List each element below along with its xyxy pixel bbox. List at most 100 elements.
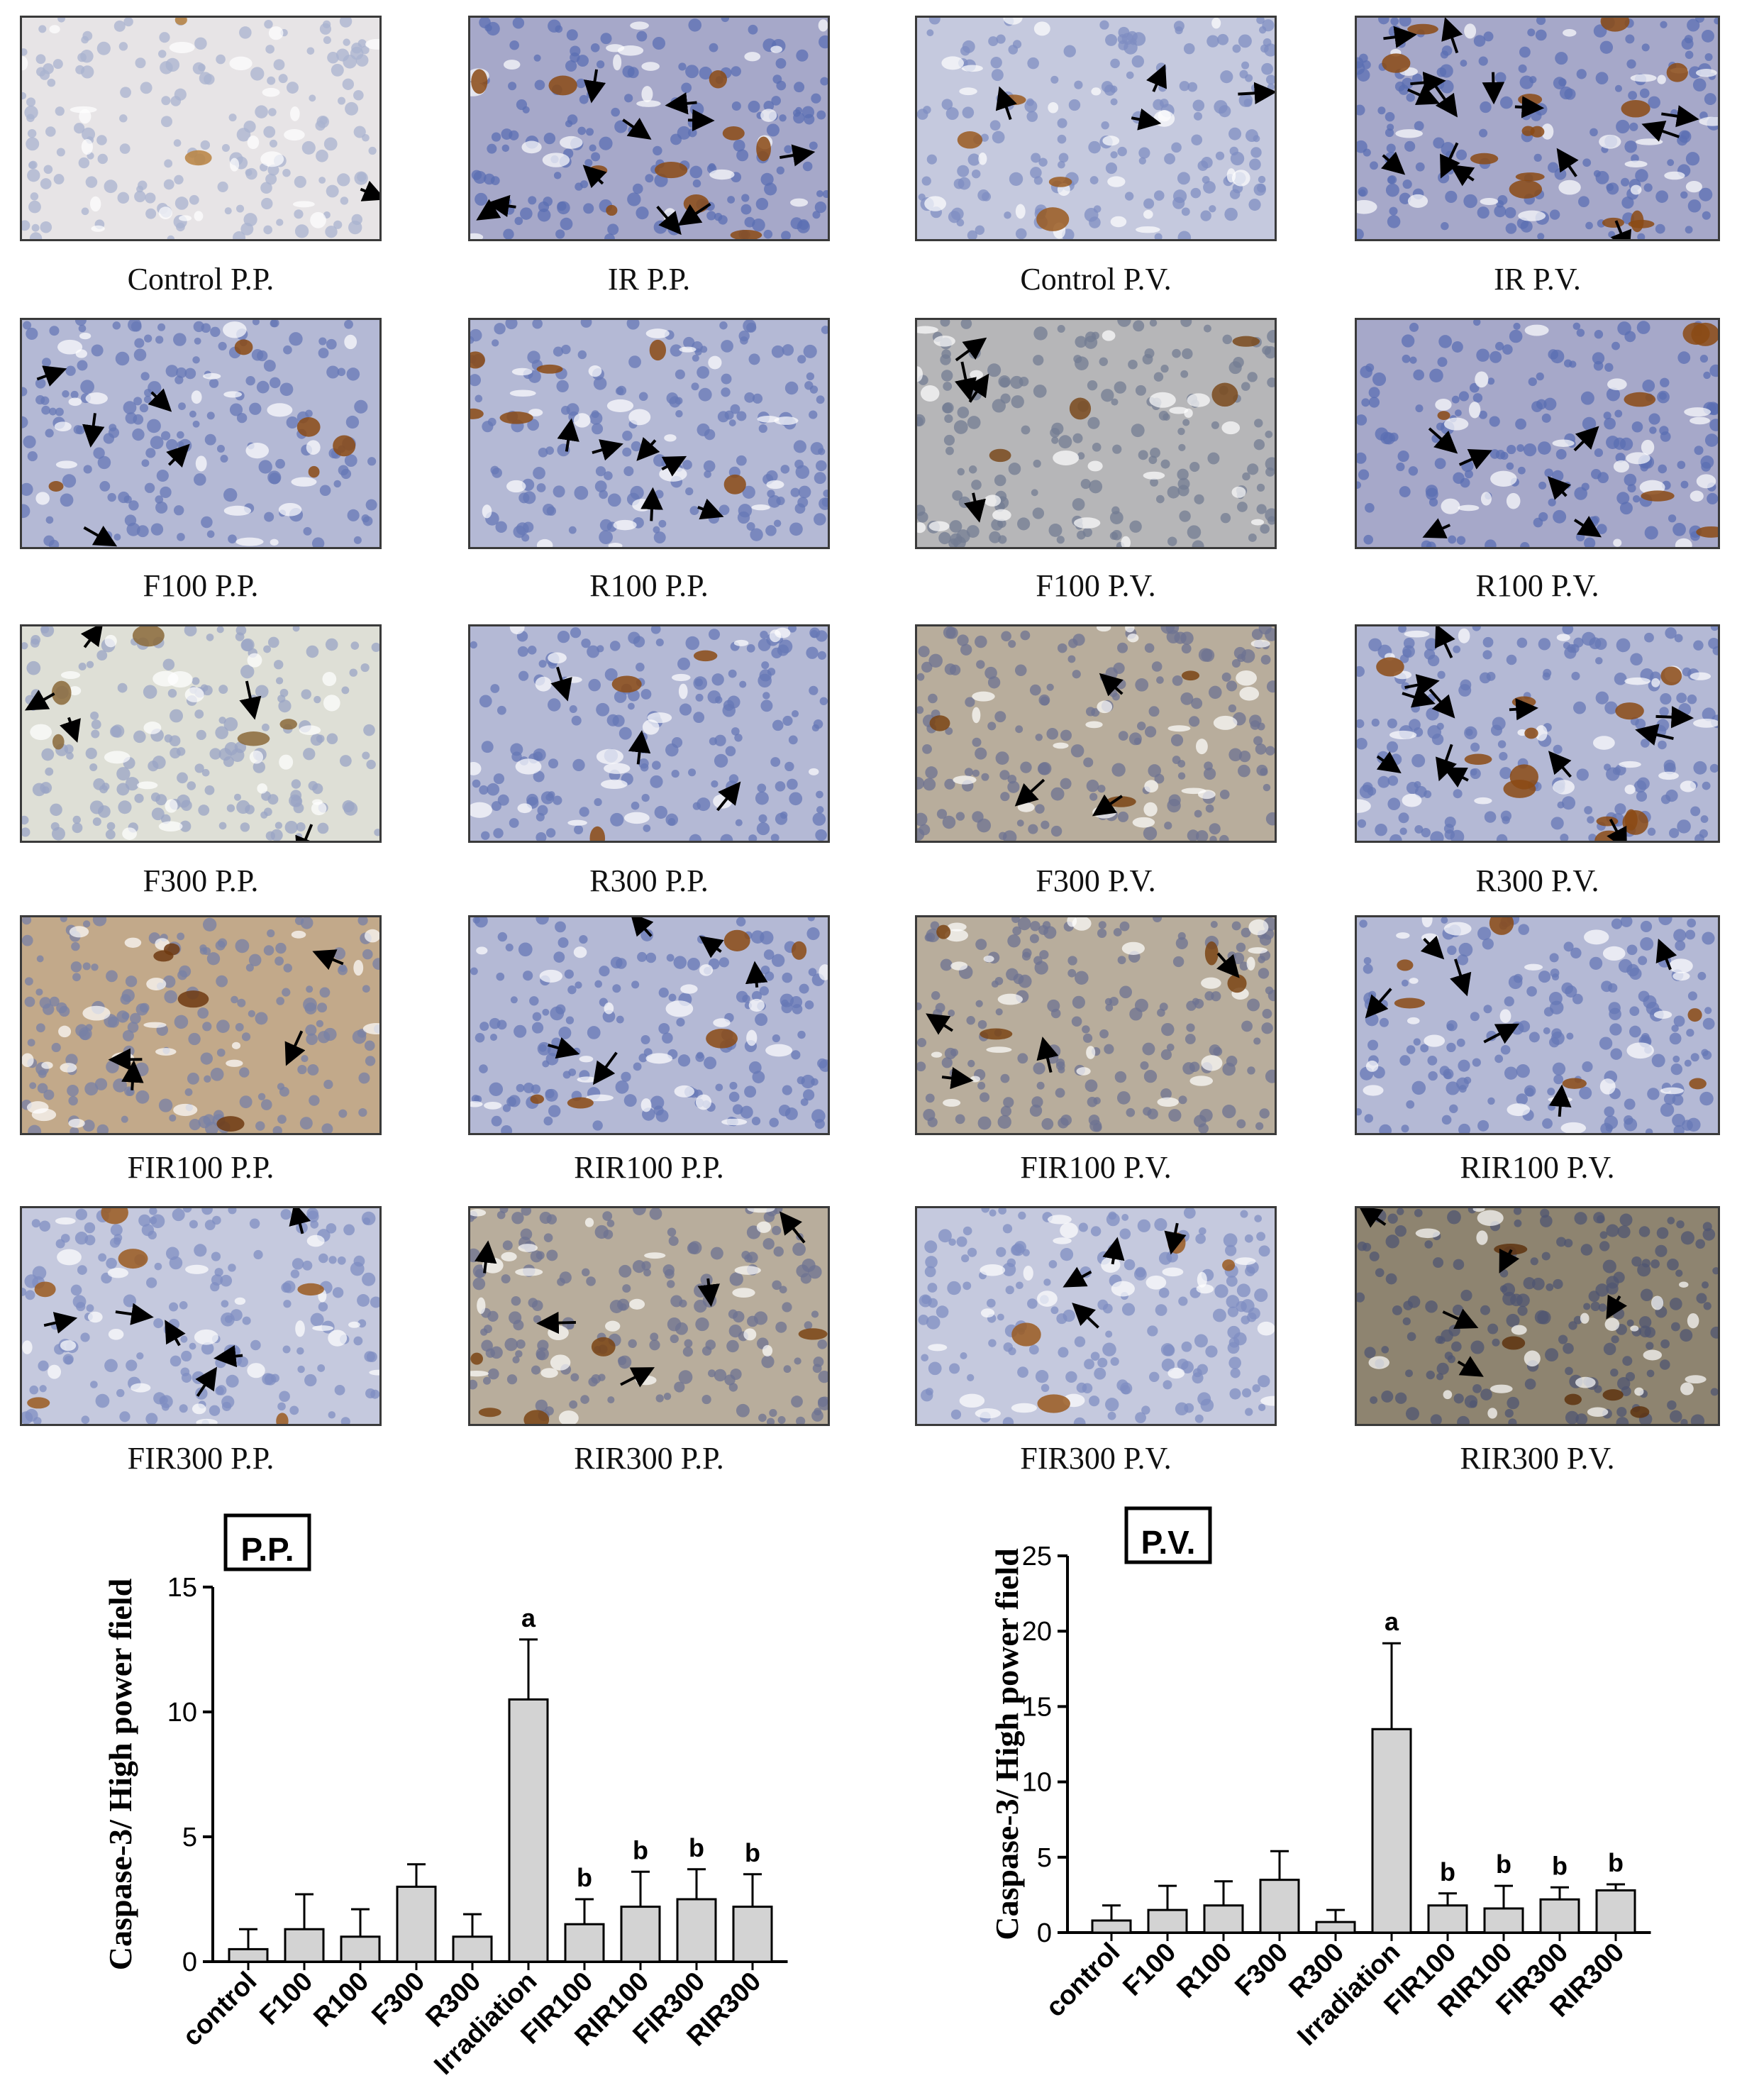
stain-arrow <box>630 917 654 937</box>
micrograph-panel <box>468 16 830 241</box>
significance-label: b <box>1496 1850 1511 1879</box>
stain-arrow <box>1655 706 1694 729</box>
stain-arrow <box>1607 818 1627 841</box>
stain-arrow <box>583 69 606 104</box>
stain-arrow <box>1635 724 1674 746</box>
panel-caption: IR P.P. <box>607 262 691 297</box>
stain-arrow <box>622 117 652 140</box>
x-tick-label: F100 <box>1117 1938 1182 2002</box>
x-tick-label: control <box>177 1967 263 2052</box>
bar <box>732 1906 773 1963</box>
bar <box>1595 1889 1636 1934</box>
panel-caption: FIR100 P.P. <box>127 1150 274 1185</box>
stain-arrow <box>1610 220 1632 239</box>
y-tick-label: 20 <box>1022 1617 1052 1647</box>
micrograph-panel <box>1355 1206 1720 1426</box>
stain-arrow <box>1573 426 1599 452</box>
chart-title: P.V. <box>1141 1524 1196 1561</box>
micrograph-panel <box>915 1206 1277 1426</box>
stain-arrow <box>213 1344 243 1368</box>
stain-arrow <box>195 1366 218 1397</box>
stain-arrow <box>24 690 55 711</box>
stain-arrow <box>60 717 81 743</box>
stain-arrow <box>536 1311 576 1334</box>
stain-arrow <box>312 949 344 971</box>
significance-label: b <box>745 1838 760 1867</box>
stain-arrow <box>697 1278 720 1308</box>
stain-arrow <box>1216 952 1240 978</box>
micrograph-panel <box>20 1206 382 1426</box>
y-tick-label: 10 <box>167 1698 197 1728</box>
stain-arrow <box>1483 1023 1520 1044</box>
stain-arrow <box>1358 1208 1387 1228</box>
bar <box>396 1885 437 1963</box>
stain-arrow <box>1573 516 1602 538</box>
stain-arrow <box>1435 626 1455 658</box>
stain-arrow <box>926 1013 953 1035</box>
stain-arrow <box>1514 96 1545 118</box>
micrograph-panel <box>468 915 830 1135</box>
panel-caption: F300 P.V. <box>1036 863 1156 898</box>
stain-arrow <box>83 526 118 547</box>
panel-caption: R300 P.V. <box>1475 863 1599 898</box>
bar <box>1483 1907 1524 1934</box>
significance-label: b <box>1552 1851 1568 1880</box>
stain-arrow <box>640 487 663 521</box>
bar <box>1091 1919 1132 1934</box>
stain-arrow <box>1131 108 1162 131</box>
stain-arrow <box>1428 688 1455 719</box>
stain-arrow <box>1164 1222 1187 1255</box>
stain-arrow <box>995 86 1017 121</box>
stain-arrow <box>289 1208 311 1234</box>
bar <box>284 1928 325 1963</box>
stain-arrow <box>677 202 711 226</box>
significance-label: b <box>633 1835 648 1864</box>
significance-label: a <box>521 1603 536 1632</box>
stain-arrow <box>1548 751 1572 778</box>
stain-arrow <box>1404 674 1440 696</box>
bar <box>1371 1728 1412 1934</box>
bar <box>1315 1921 1356 1934</box>
y-tick-label: 25 <box>1022 1542 1052 1571</box>
stain-arrow <box>779 144 816 167</box>
panel-caption: R100 P.P. <box>589 568 709 603</box>
y-tick-label: 0 <box>1037 1918 1052 1948</box>
stain-arrow <box>121 1060 144 1090</box>
micrograph-panel <box>1355 624 1720 843</box>
stain-arrow <box>592 1051 618 1085</box>
stain-arrow <box>697 498 724 520</box>
stain-arrow <box>636 436 660 461</box>
y-axis-label: Caspase-3/ High power field <box>989 1548 1025 1940</box>
panel-caption: F100 P.V. <box>1036 568 1156 603</box>
micrograph-panel <box>915 624 1277 843</box>
stain-arrow <box>1036 1037 1059 1073</box>
stain-arrow <box>475 1240 497 1273</box>
stain-arrow <box>36 365 67 387</box>
stain-arrow <box>656 206 682 236</box>
y-tick-label: 10 <box>1022 1768 1052 1798</box>
stain-arrow <box>628 730 651 765</box>
stain-arrow <box>1442 1308 1479 1330</box>
stain-arrow <box>1482 72 1505 105</box>
stain-arrow <box>1365 988 1392 1019</box>
stain-arrow <box>967 373 989 403</box>
x-tick-label: control <box>1041 1938 1126 2023</box>
bar <box>676 1898 717 1963</box>
panel-caption: RIR300 P.V. <box>1460 1441 1615 1476</box>
y-tick-label: 15 <box>1022 1692 1052 1722</box>
micrograph-panel <box>20 915 382 1135</box>
stain-arrow <box>360 180 379 201</box>
stain-arrow <box>166 443 190 468</box>
stain-arrow <box>1376 751 1402 774</box>
y-tick-label: 5 <box>1037 1843 1052 1873</box>
stain-arrow <box>620 1367 655 1388</box>
stain-arrow <box>1547 476 1572 500</box>
stain-arrow <box>941 1067 974 1090</box>
stain-arrow <box>1063 1266 1092 1288</box>
micrograph-panel <box>468 318 830 549</box>
stain-arrow <box>1410 71 1446 94</box>
chart-title-box <box>1124 1506 1212 1564</box>
panel-caption: FIR300 P.V. <box>1020 1441 1172 1476</box>
panel-caption: Control P.P. <box>127 262 274 297</box>
bar <box>452 1935 493 1963</box>
